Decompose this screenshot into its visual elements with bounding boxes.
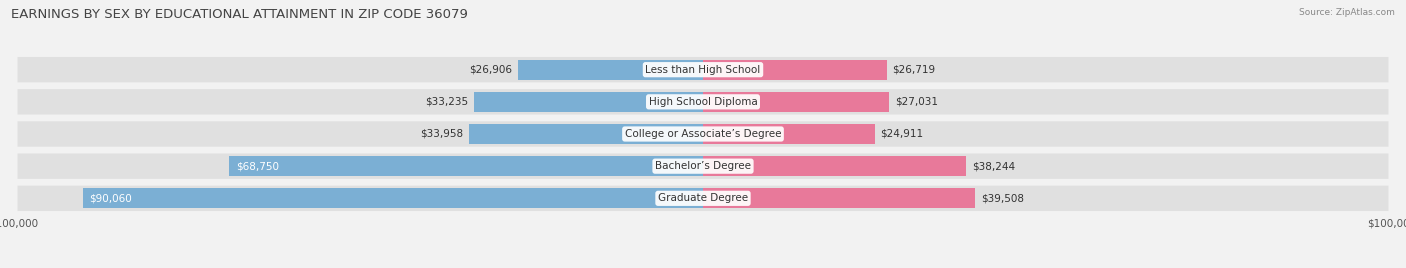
Bar [474,92,703,112]
Bar [470,124,703,144]
Text: Graduate Degree: Graduate Degree [658,193,748,203]
Text: College or Associate’s Degree: College or Associate’s Degree [624,129,782,139]
Bar [517,60,703,80]
Text: Bachelor’s Degree: Bachelor’s Degree [655,161,751,171]
FancyBboxPatch shape [17,121,1389,147]
Text: Less than High School: Less than High School [645,65,761,75]
Bar [229,156,703,176]
Text: $39,508: $39,508 [981,193,1024,203]
Bar [703,60,887,80]
Bar [703,124,875,144]
Bar [703,188,976,208]
Text: High School Diploma: High School Diploma [648,97,758,107]
Text: $38,244: $38,244 [972,161,1015,171]
Text: $68,750: $68,750 [236,161,280,171]
Text: $33,958: $33,958 [420,129,464,139]
Text: Source: ZipAtlas.com: Source: ZipAtlas.com [1299,8,1395,17]
Text: $26,906: $26,906 [470,65,512,75]
FancyBboxPatch shape [17,89,1389,114]
Text: $90,060: $90,060 [90,193,132,203]
Text: $33,235: $33,235 [426,97,468,107]
Text: $24,911: $24,911 [880,129,924,139]
FancyBboxPatch shape [17,186,1389,211]
Text: $26,719: $26,719 [893,65,936,75]
Bar [703,156,966,176]
FancyBboxPatch shape [17,57,1389,82]
Bar [83,188,703,208]
FancyBboxPatch shape [17,154,1389,179]
Bar [703,92,889,112]
Text: EARNINGS BY SEX BY EDUCATIONAL ATTAINMENT IN ZIP CODE 36079: EARNINGS BY SEX BY EDUCATIONAL ATTAINMEN… [11,8,468,21]
Text: $27,031: $27,031 [894,97,938,107]
